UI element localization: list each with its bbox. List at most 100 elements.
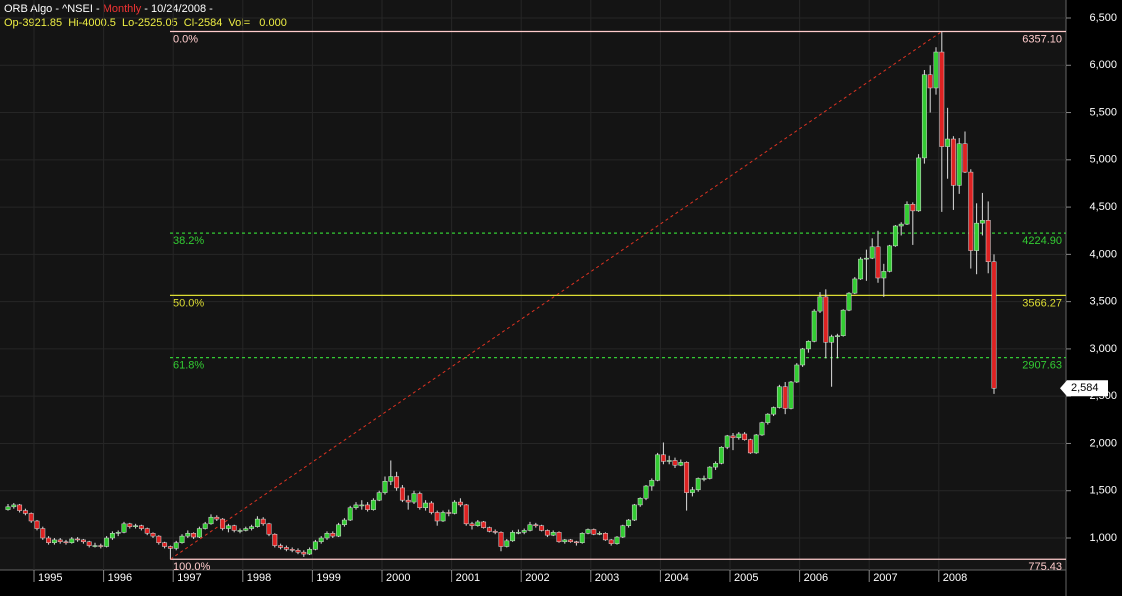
- candle-body: [927, 74, 933, 89]
- candle-body: [539, 525, 545, 531]
- candle-body: [399, 487, 405, 501]
- candle-body: [597, 533, 603, 535]
- candle-body: [968, 171, 974, 251]
- candle-body: [904, 204, 910, 225]
- candle-body: [788, 381, 794, 409]
- candle-body: [434, 512, 440, 522]
- candle-body: [179, 535, 185, 543]
- x-tick-label: 2004: [664, 572, 688, 584]
- fib-price: 6357.10: [1022, 33, 1062, 45]
- candle-body: [121, 523, 127, 533]
- ohlc-text: Op-3921.85 Hi-4000.5 Lo-2525.05 Cl-2584 …: [4, 17, 287, 29]
- y-tick-label: 5,000: [1089, 154, 1117, 166]
- candle-body: [568, 539, 574, 543]
- fib-name: 38.2%: [173, 235, 204, 247]
- fib-price: 2907.63: [1022, 360, 1062, 372]
- candle-body: [736, 433, 742, 439]
- candle-body: [614, 536, 620, 544]
- candle-body: [5, 506, 11, 510]
- candle-body: [498, 532, 504, 547]
- candle-body: [272, 533, 278, 546]
- candle-body: [945, 138, 951, 147]
- candle-body: [109, 533, 115, 539]
- candle-body: [892, 225, 898, 247]
- candle-body: [562, 539, 568, 543]
- candle-body: [138, 525, 144, 529]
- candle-body: [556, 532, 562, 543]
- candle-body: [829, 336, 835, 343]
- candle-body: [840, 309, 846, 336]
- interval: Monthly: [103, 3, 142, 15]
- candle-body: [742, 433, 748, 440]
- candle-body: [852, 278, 858, 294]
- candle-body: [950, 138, 956, 186]
- fib-name: 0.0%: [173, 33, 198, 45]
- candle-body: [17, 504, 23, 511]
- candle-body: [550, 532, 556, 536]
- candle-body: [191, 533, 197, 538]
- fib-price: 3566.27: [1022, 297, 1062, 309]
- candle-body: [672, 460, 678, 466]
- candle-body: [898, 223, 904, 227]
- candle-body: [916, 157, 922, 212]
- x-tick-label: 2005: [734, 572, 758, 584]
- candle-body: [475, 521, 481, 526]
- candle-body: [162, 542, 168, 547]
- candle-body: [527, 524, 533, 531]
- candle-body: [376, 492, 382, 501]
- candle-body: [724, 435, 730, 448]
- x-tick-label: 2001: [456, 572, 480, 584]
- title: ORB Algo - ^NSEI -: [4, 3, 103, 15]
- candle-body: [637, 498, 643, 506]
- candle-body: [98, 545, 104, 547]
- candle-body: [481, 521, 487, 528]
- candle-body: [678, 462, 684, 466]
- candle-body: [330, 533, 336, 537]
- date: - 10/24/2008 -: [141, 3, 213, 15]
- candle-body: [423, 502, 429, 508]
- candle-body: [800, 348, 806, 366]
- candle-body: [573, 541, 579, 544]
- candle-body: [771, 407, 777, 415]
- candle-body: [46, 537, 52, 543]
- candle-body: [341, 519, 347, 526]
- y-tick-label: 2,000: [1089, 437, 1117, 449]
- candle-body: [104, 537, 110, 547]
- candle-body: [666, 460, 672, 462]
- candle-body: [231, 525, 237, 531]
- candle-body: [307, 549, 313, 555]
- x-tick-label: 2006: [804, 572, 828, 584]
- candle-body: [115, 532, 121, 534]
- x-tick-label: 2007: [873, 572, 897, 584]
- candle-body: [492, 531, 498, 533]
- fib-price: 4224.90: [1022, 235, 1062, 247]
- candle-body: [811, 310, 817, 342]
- candle-body: [150, 533, 156, 537]
- y-tick-label: 3,000: [1089, 343, 1117, 355]
- candle-body: [22, 510, 28, 514]
- candle-body: [40, 528, 46, 539]
- candle-body: [318, 537, 324, 543]
- candle-body: [388, 476, 394, 482]
- candle-body: [921, 74, 927, 159]
- candle-body: [382, 481, 388, 493]
- candle-body: [933, 51, 939, 89]
- chart-title: ORB Algo - ^NSEI - Monthly - 10/24/2008 …: [4, 3, 213, 15]
- candle-body: [591, 529, 597, 535]
- y-tick-label: 1,000: [1089, 532, 1117, 544]
- candle-body: [417, 493, 423, 508]
- candle-body: [370, 499, 376, 510]
- candle-body: [939, 51, 945, 147]
- candle-body: [28, 513, 34, 522]
- candle-body: [144, 528, 150, 534]
- y-tick-label: 4,000: [1089, 248, 1117, 260]
- x-tick-label: 2000: [386, 572, 410, 584]
- candle-body: [411, 493, 417, 503]
- candle-body: [365, 504, 371, 510]
- candle-body: [457, 501, 463, 506]
- candle-body: [92, 545, 98, 547]
- candle-body: [776, 386, 782, 408]
- candle-body: [805, 341, 811, 350]
- candle-body: [544, 530, 550, 536]
